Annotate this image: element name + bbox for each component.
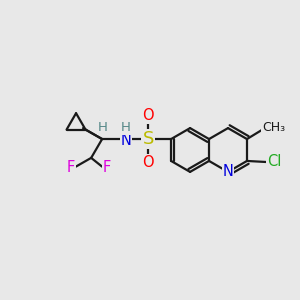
Text: N: N xyxy=(223,164,233,179)
Text: F: F xyxy=(67,160,75,175)
Text: O: O xyxy=(142,108,154,123)
Text: F: F xyxy=(103,160,111,175)
Text: N: N xyxy=(121,133,131,148)
Text: H: H xyxy=(98,122,108,134)
Text: S: S xyxy=(142,130,154,148)
Text: O: O xyxy=(142,155,154,170)
Text: Cl: Cl xyxy=(267,154,282,169)
Text: CH₃: CH₃ xyxy=(262,121,286,134)
Text: H: H xyxy=(121,122,130,134)
